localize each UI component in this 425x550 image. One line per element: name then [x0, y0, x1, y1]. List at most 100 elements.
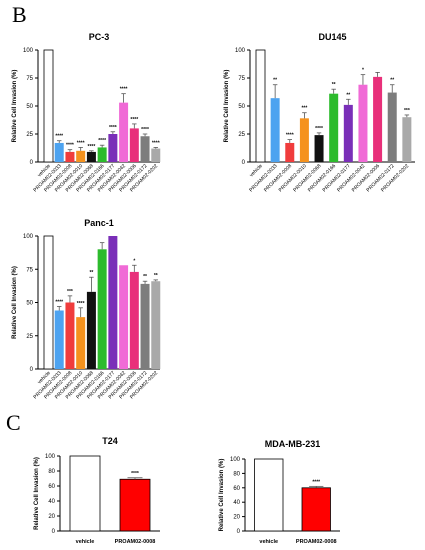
- category-label: vehicle: [76, 539, 95, 545]
- y-axis-label: Relative Cell Invasion (%): [12, 266, 18, 339]
- significance-label: ****: [120, 87, 128, 93]
- y-tick-label: 0: [242, 160, 246, 166]
- y-tick-label: 50: [238, 104, 245, 110]
- bar: [270, 98, 280, 162]
- y-tick-label: 25: [26, 132, 33, 138]
- y-tick-label: 75: [26, 267, 33, 273]
- y-tick-label: 20: [233, 515, 240, 521]
- bar: [86, 151, 96, 162]
- significance-label: ***: [404, 108, 410, 114]
- significance-label: ****: [152, 140, 160, 146]
- y-tick-label: 0: [30, 367, 34, 373]
- chart-title: PC-3: [89, 32, 110, 42]
- significance-label: ****: [109, 125, 117, 131]
- y-tick-label: 80: [48, 469, 55, 475]
- significance-label: ****: [141, 127, 149, 133]
- y-tick-label: 0: [237, 529, 241, 535]
- significance-label: **: [346, 92, 350, 98]
- bar: [97, 249, 107, 369]
- significance-label: ****: [312, 479, 320, 485]
- y-tick-label: 25: [26, 334, 33, 340]
- bar: [76, 317, 86, 369]
- significance-label: **: [332, 82, 336, 88]
- bar: [54, 142, 64, 162]
- y-tick-label: 50: [26, 301, 33, 307]
- bar: [151, 148, 161, 162]
- bar: [151, 281, 161, 369]
- bar: [43, 235, 54, 370]
- bar: [119, 102, 129, 162]
- y-tick-label: 60: [233, 486, 240, 492]
- chart-title: Panc-1: [84, 218, 114, 228]
- bar: [86, 291, 96, 369]
- chart-title: MDA-MB-231: [265, 439, 321, 449]
- significance-label: ****: [66, 143, 74, 149]
- y-tick-label: 40: [48, 499, 55, 505]
- significance-label: ****: [130, 117, 138, 123]
- category-label: PROAM02-0008: [115, 539, 156, 545]
- panel-label-b: B: [12, 2, 27, 27]
- significance-label: ****: [55, 299, 63, 305]
- y-tick-label: 25: [238, 132, 245, 138]
- bar: [358, 84, 368, 162]
- significance-label: ****: [98, 138, 106, 144]
- significance-label: *: [362, 68, 364, 74]
- bar: [299, 118, 309, 162]
- bar: [97, 147, 107, 162]
- significance-label: *: [133, 258, 135, 264]
- significance-label: **: [143, 274, 147, 280]
- y-tick-label: 50: [26, 104, 33, 110]
- bar: [387, 92, 397, 162]
- y-tick-label: 80: [233, 471, 240, 477]
- significance-label: ***: [301, 106, 307, 112]
- y-tick-label: 40: [233, 500, 240, 506]
- bar: [69, 455, 101, 532]
- y-tick-label: 100: [23, 48, 34, 54]
- y-tick-label: 75: [26, 76, 33, 82]
- bar: [343, 104, 353, 162]
- y-tick-label: 0: [30, 160, 34, 166]
- significance-label: **: [89, 270, 93, 276]
- bar: [76, 150, 86, 162]
- significance-label: ***: [67, 289, 73, 295]
- significance-label: ****: [88, 144, 96, 150]
- y-tick-label: 60: [48, 484, 55, 490]
- y-axis-label: Relative Cell Invasion (%): [224, 70, 230, 143]
- bar: [54, 310, 64, 369]
- bar: [314, 135, 324, 162]
- significance-label: ****: [315, 126, 323, 132]
- category-label: PROAM02-0008: [296, 539, 337, 545]
- bar: [402, 117, 412, 162]
- bar: [65, 302, 75, 369]
- bar: [329, 93, 339, 162]
- y-axis-label: Relative Cell Invasion (%): [12, 70, 18, 143]
- significance-label: **: [273, 78, 277, 84]
- y-tick-label: 100: [230, 457, 241, 463]
- bar: [140, 283, 150, 369]
- bar: [140, 136, 150, 162]
- chart-title: DU145: [318, 32, 346, 42]
- panel-label-c: C: [6, 410, 21, 435]
- bar: [43, 49, 54, 163]
- y-tick-label: 100: [235, 48, 246, 54]
- bar: [119, 478, 151, 532]
- bar: [129, 128, 139, 162]
- chart-title: T24: [102, 436, 118, 446]
- significance-label: ****: [77, 301, 85, 307]
- bar: [119, 265, 129, 369]
- y-tick-label: 0: [52, 529, 56, 535]
- y-tick-label: 75: [238, 76, 245, 82]
- significance-label: **: [390, 78, 394, 84]
- bar: [108, 236, 118, 369]
- significance-label: **: [154, 273, 158, 279]
- y-tick-label: 100: [45, 454, 56, 460]
- bar: [255, 49, 266, 163]
- y-tick-label: 20: [48, 514, 55, 520]
- significance-label: ****: [131, 471, 139, 477]
- bar: [129, 271, 139, 369]
